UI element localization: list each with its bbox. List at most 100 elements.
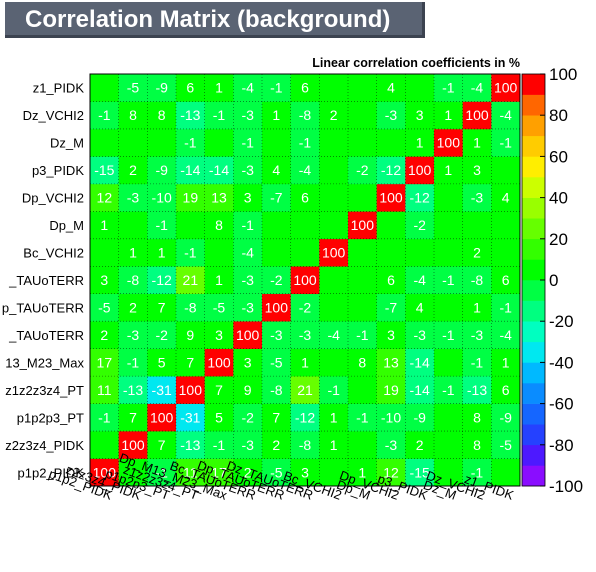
- colorbar-tick-label: 0: [549, 271, 558, 290]
- cell-value-label: -1: [442, 327, 455, 343]
- cell-value-label: 3: [215, 327, 223, 343]
- colorbar-tick-label: -20: [549, 312, 574, 331]
- heatmap-cell: [147, 266, 177, 295]
- cell-value-label: 100: [494, 80, 518, 96]
- cell-value-label: -5: [127, 80, 140, 96]
- cell-value-label: 19: [383, 382, 399, 398]
- colorbar-tick-label: -60: [549, 395, 574, 414]
- cell-value-label: 100: [351, 217, 375, 233]
- heatmap-cell: [233, 403, 263, 432]
- cell-value-label: -9: [413, 409, 426, 425]
- heatmap-cell: [233, 458, 263, 487]
- heatmap-cell: [405, 403, 435, 432]
- colorbar-segment: [522, 156, 545, 178]
- heatmap-cell: [319, 458, 349, 487]
- heatmap-cell: [348, 348, 377, 377]
- colorbar-segment: [522, 218, 545, 240]
- heatmap-cell: [262, 101, 291, 130]
- heatmap-cell: [491, 403, 521, 432]
- cell-value-label: -2: [413, 217, 426, 233]
- cell-value-label: -2: [241, 409, 254, 425]
- cell-value-label: 12: [383, 464, 399, 480]
- heatmap-cell: [290, 293, 320, 322]
- heatmap-cell: [90, 211, 119, 240]
- heatmap-cell: [491, 321, 521, 349]
- heatmap-cell: [348, 376, 377, 404]
- cell-value-label: -1: [213, 107, 226, 123]
- cell-value-label: 3: [387, 327, 395, 343]
- colorbar-segment: [522, 321, 545, 343]
- heatmap-cell: [348, 101, 377, 130]
- heatmap-cell: [176, 458, 205, 487]
- heatmap-cell: [290, 431, 320, 459]
- cell-value-label: 1: [473, 299, 481, 315]
- heatmap-cell: [434, 403, 463, 432]
- cell-value-label: -1: [213, 437, 226, 453]
- heatmap-cell: [319, 183, 349, 212]
- heatmap-cell: [176, 101, 205, 130]
- cell-value-label: 21: [297, 382, 313, 398]
- heatmap-cell: [233, 156, 263, 185]
- heatmap-cell: [262, 128, 291, 157]
- heatmap-cell: [434, 458, 463, 487]
- cell-value-label: -4: [499, 107, 512, 123]
- heatmap-cell: [147, 376, 177, 404]
- cell-value-label: -1: [356, 327, 369, 343]
- cell-value-label: -3: [241, 107, 254, 123]
- heatmap-cell: [405, 321, 435, 349]
- cell-value-label: 100: [293, 272, 317, 288]
- heatmap-cell: [262, 74, 291, 102]
- heatmap-cell: [204, 101, 234, 130]
- cell-value-label: -2: [299, 299, 312, 315]
- heatmap-cell: [491, 101, 521, 130]
- heatmap-cell: [118, 128, 148, 157]
- heatmap-cell: [462, 266, 492, 295]
- heatmap-cell: [348, 128, 377, 157]
- cell-value-label: -12: [152, 272, 172, 288]
- plot-frame: [89, 73, 521, 487]
- cell-value-label: 3: [301, 464, 309, 480]
- heatmap-cell: [90, 266, 119, 295]
- heatmap-cell: [147, 238, 177, 267]
- heatmap-cell: [204, 376, 234, 404]
- cell-value-label: 100: [265, 299, 289, 315]
- chart-title: Correlation Matrix (background): [25, 6, 391, 33]
- cell-value-label: 100: [121, 437, 145, 453]
- heatmap-cell: [376, 101, 406, 130]
- heatmap-cell: [405, 376, 435, 404]
- colorbar-segment: [522, 280, 545, 301]
- cell-value-label: 6: [502, 272, 510, 288]
- heatmap-cell: [348, 238, 377, 267]
- cell-value-label: 2: [244, 464, 252, 480]
- y-tick-label: _TAUoTERR: [8, 273, 84, 288]
- heatmap-cell: [118, 266, 148, 295]
- colorbar-segment: [522, 238, 545, 260]
- colorbar-segment: [522, 424, 545, 446]
- heatmap-cell: [319, 128, 349, 157]
- cell-value-label: 2: [473, 245, 481, 261]
- cell-value-label: -1: [155, 217, 168, 233]
- heatmap-cell: [290, 238, 320, 267]
- heatmap-cell: [176, 156, 205, 185]
- heatmap-cell: [290, 183, 320, 212]
- heatmap-cell: [176, 293, 205, 322]
- y-tick-label: p_TAUoTERR: [2, 300, 84, 315]
- heatmap-cell: [462, 458, 492, 487]
- heatmap-cell: [176, 74, 205, 102]
- heatmap-cell: [290, 458, 320, 487]
- heatmap-cell: [262, 156, 291, 185]
- heatmap-cell: [290, 101, 320, 130]
- colorbar-tick-label: -40: [549, 353, 574, 372]
- cell-value-label: -4: [413, 272, 426, 288]
- heatmap-cell: [204, 156, 234, 185]
- cell-value-label: 13: [383, 354, 399, 370]
- cell-value-label: 12: [97, 190, 113, 206]
- heatmap-cell: [376, 211, 406, 240]
- heatmap-cell: [90, 238, 119, 267]
- heatmap-cell: [491, 376, 521, 404]
- cell-value-label: -4: [471, 80, 484, 96]
- cell-value-label: -7: [270, 190, 283, 206]
- cell-value-label: 2: [100, 327, 108, 343]
- heatmap-cell: [434, 183, 463, 212]
- heatmap-cell: [262, 376, 291, 404]
